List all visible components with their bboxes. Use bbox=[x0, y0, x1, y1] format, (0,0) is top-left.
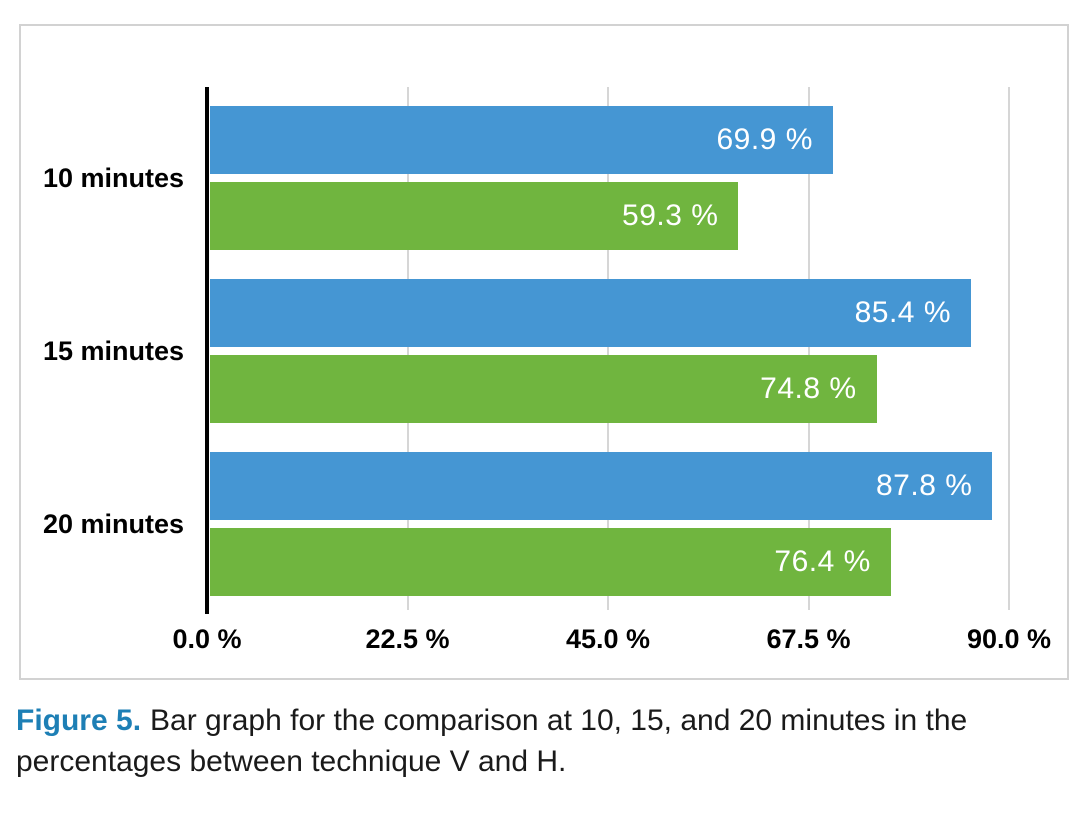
y-axis-line bbox=[205, 87, 209, 614]
bar-value-label: 85.4 % bbox=[854, 296, 951, 329]
gridline bbox=[1008, 87, 1010, 610]
x-tick-label: 0.0 % bbox=[172, 624, 242, 654]
figure-caption-text: Bar graph for the comparison at 10, 15, … bbox=[16, 704, 968, 778]
x-tick-label: 90.0 % bbox=[966, 624, 1052, 654]
category-label-20-minutes: 20 minutes bbox=[42, 508, 184, 539]
bar-value-label: 76.4 % bbox=[774, 545, 871, 578]
category-label-10-minutes: 10 minutes bbox=[42, 162, 184, 193]
figure-caption: Figure 5. Bar graph for the comparison at… bbox=[16, 700, 1046, 782]
gridline bbox=[607, 87, 609, 610]
plot-area: 69.9 % 59.3 % 85.4 % 74.8 % 87.8 % 76.4 % 10 … bbox=[21, 26, 1067, 678]
bar-value-label: 87.8 % bbox=[875, 469, 973, 502]
category-label-15-minutes: 15 minutes bbox=[42, 335, 184, 366]
bar-blue-series-15-minutes: 85.4 % bbox=[210, 279, 971, 347]
gridline bbox=[406, 87, 409, 610]
figure-caption-label: Figure 5. bbox=[16, 704, 142, 737]
bar-blue-series-10-minutes: 69.9 % bbox=[210, 106, 833, 174]
bar-value-label: 74.8 % bbox=[760, 372, 857, 405]
x-tick-label: 67.5 % bbox=[766, 624, 851, 654]
gridline bbox=[807, 87, 810, 610]
bar-value-label: 59.3 % bbox=[622, 199, 719, 232]
x-tick-label: 22.5 % bbox=[365, 624, 450, 654]
bar-green-series-20-minutes: 76.4 % bbox=[210, 528, 891, 596]
bar-value-label: 69.9 % bbox=[716, 123, 813, 156]
bar-green-series-10-minutes: 59.3 % bbox=[210, 182, 739, 250]
bar-green-series-15-minutes: 74.8 % bbox=[210, 355, 877, 423]
bar-blue-series-20-minutes: 87.8 % bbox=[210, 452, 993, 520]
bar-chart: 69.9 % 59.3 % 85.4 % 74.8 % 87.8 % 76.4 % 10 … bbox=[19, 24, 1069, 680]
x-tick-label: 45.0 % bbox=[565, 624, 651, 654]
